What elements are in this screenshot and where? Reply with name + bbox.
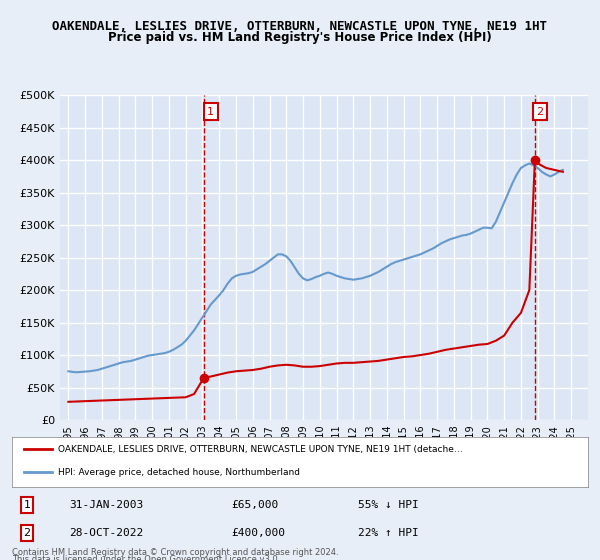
Text: 1: 1 (23, 500, 31, 510)
Text: 28-OCT-2022: 28-OCT-2022 (70, 528, 144, 538)
Text: HPI: Average price, detached house, Northumberland: HPI: Average price, detached house, Nort… (58, 468, 300, 477)
Text: 2: 2 (23, 528, 31, 538)
Text: OAKENDALE, LESLIES DRIVE, OTTERBURN, NEWCASTLE UPON TYNE, NE19 1HT: OAKENDALE, LESLIES DRIVE, OTTERBURN, NEW… (53, 20, 548, 32)
Text: 2: 2 (536, 107, 544, 116)
Text: 22% ↑ HPI: 22% ↑ HPI (358, 528, 418, 538)
Text: 55% ↓ HPI: 55% ↓ HPI (358, 500, 418, 510)
Text: Contains HM Land Registry data © Crown copyright and database right 2024.: Contains HM Land Registry data © Crown c… (12, 548, 338, 557)
Text: 31-JAN-2003: 31-JAN-2003 (70, 500, 144, 510)
Text: This data is licensed under the Open Government Licence v3.0.: This data is licensed under the Open Gov… (12, 556, 280, 560)
Text: OAKENDALE, LESLIES DRIVE, OTTERBURN, NEWCASTLE UPON TYNE, NE19 1HT (detache…: OAKENDALE, LESLIES DRIVE, OTTERBURN, NEW… (58, 445, 463, 454)
Text: 1: 1 (207, 107, 214, 116)
Text: £400,000: £400,000 (231, 528, 285, 538)
Text: £65,000: £65,000 (231, 500, 278, 510)
Text: Price paid vs. HM Land Registry's House Price Index (HPI): Price paid vs. HM Land Registry's House … (108, 31, 492, 44)
